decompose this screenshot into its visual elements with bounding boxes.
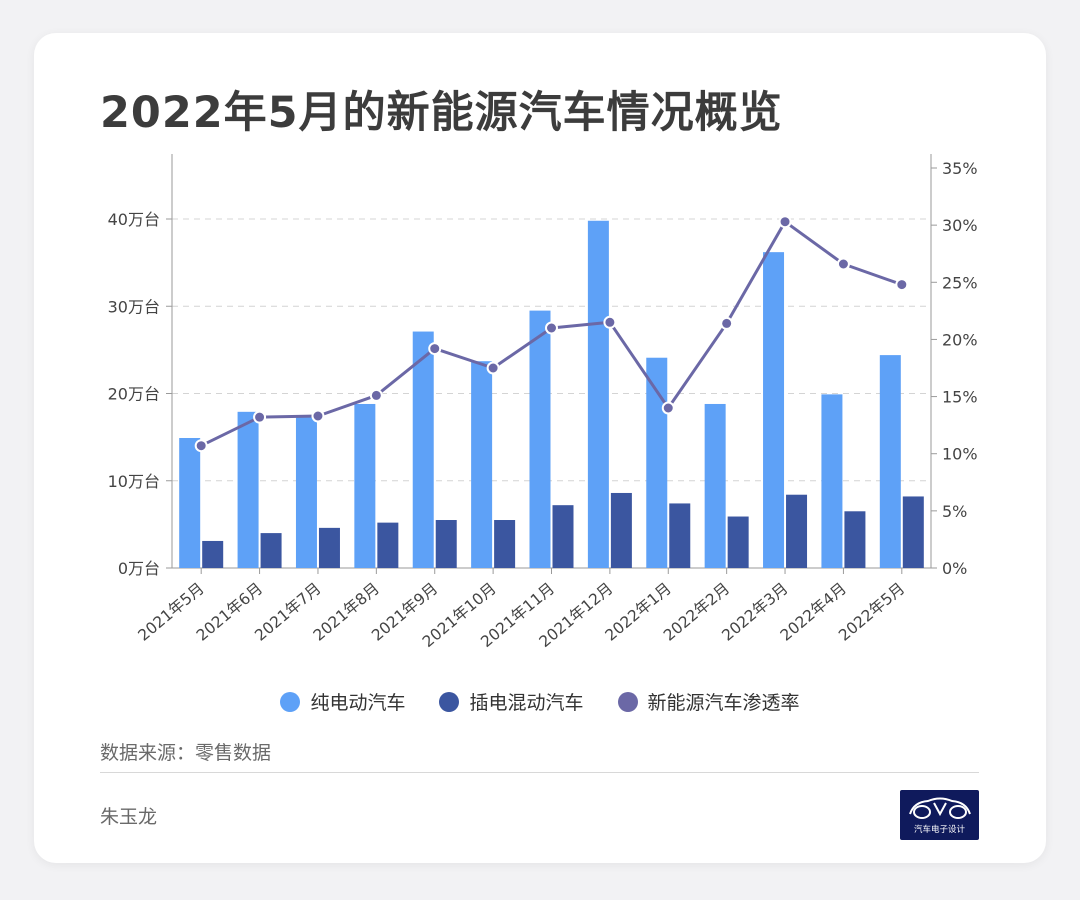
data-source: 数据来源：零售数据 [100, 742, 272, 764]
left-tick-label: 10万台 [108, 472, 160, 491]
bar-bev [879, 355, 901, 568]
penetration-point [194, 439, 208, 453]
bar-bev [412, 331, 434, 568]
right-tick-label: 0% [942, 559, 967, 578]
penetration-point [836, 257, 850, 271]
bar-bev [179, 437, 201, 568]
bar-phev [610, 492, 632, 568]
legend-item-penetration: 新能源汽车渗透率 [617, 688, 800, 715]
car-logo-icon [909, 797, 971, 819]
bar-phev [377, 522, 399, 568]
bar-phev [669, 503, 691, 568]
bar-phev [552, 505, 574, 568]
bar-bev [763, 252, 785, 568]
bar-bev [295, 417, 317, 568]
left-tick-label: 30万台 [108, 297, 160, 316]
legend-item-phev: 插电混动汽车 [439, 688, 584, 715]
legend-label: 纯电动汽车 [310, 692, 406, 714]
bar-bev [821, 394, 843, 568]
divider [100, 772, 979, 773]
right-tick-label: 30% [942, 216, 978, 235]
gridlines [172, 218, 931, 482]
bars [179, 220, 924, 568]
penetration-point [778, 215, 792, 229]
right-tick-label: 20% [942, 330, 978, 349]
brand-logo: 汽车电子设计 [900, 790, 979, 840]
author-name: 朱玉龙 [100, 806, 158, 828]
penetration-point [486, 361, 500, 375]
bar-bev [529, 310, 551, 568]
legend-label: 新能源汽车渗透率 [647, 692, 800, 714]
left-tick-label: 20万台 [108, 385, 160, 404]
bar-phev [318, 527, 340, 568]
penetration-line [194, 215, 909, 453]
bar-phev [844, 511, 866, 568]
penetration-point [428, 342, 442, 356]
bar-phev [727, 516, 749, 568]
penetration-point [720, 316, 734, 330]
left-tick-label: 40万台 [108, 210, 160, 229]
penetration-point [253, 410, 267, 424]
bar-phev [202, 540, 224, 568]
bar-phev [902, 496, 924, 568]
bar-bev [471, 361, 493, 568]
penetration-point [369, 388, 383, 402]
penetration-point [545, 321, 558, 335]
left-tick-label: 0万台 [118, 559, 160, 578]
tick-labels: 0万台 10万台 20万台 30万台 40万台 0% 5% 10% 15% 20% 25% 30% 35… [108, 159, 978, 651]
chart-svg: 0万台 10万台 20万台 30万台 40万台 0% 5% 10% 15% 20% 25% 30% 35… [108, 154, 978, 651]
right-tick-label: 35% [942, 159, 978, 178]
bar-phev [494, 520, 516, 568]
chart-title: 2022年5月的新能源汽车情况概览 [100, 88, 783, 138]
bar-bev [704, 403, 726, 568]
right-tick-label: 25% [942, 273, 978, 292]
penetration-point [603, 315, 617, 329]
bar-phev [786, 494, 808, 568]
legend-dot-icon [280, 691, 301, 712]
legend: 纯电动汽车 插电混动汽车 新能源汽车渗透率 [0, 688, 1080, 715]
logo-text: 汽车电子设计 [913, 825, 965, 835]
legend-dot-icon [617, 691, 638, 712]
right-tick-label: 5% [942, 502, 967, 521]
bar-phev [260, 533, 282, 568]
bar-bev [237, 411, 259, 568]
legend-item-bev: 纯电动汽车 [280, 688, 405, 715]
legend-dot-icon [439, 691, 460, 712]
penetration-point [661, 401, 675, 415]
penetration-point [311, 409, 325, 423]
bar-phev [435, 520, 457, 568]
axes [166, 154, 937, 574]
bar-bev [646, 357, 668, 568]
penetration-point [895, 278, 909, 292]
bar-bev [587, 220, 609, 568]
bar-bev [354, 403, 376, 568]
right-tick-label: 15% [942, 388, 978, 407]
legend-label: 插电混动汽车 [469, 692, 584, 714]
right-tick-label: 10% [942, 445, 978, 464]
